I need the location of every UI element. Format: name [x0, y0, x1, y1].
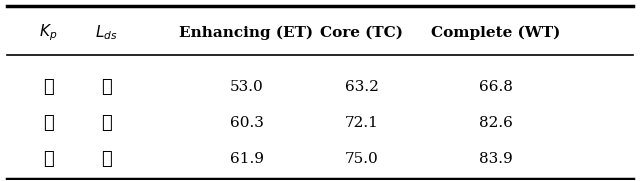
Text: Complete (WT): Complete (WT)	[431, 26, 560, 40]
Text: 53.0: 53.0	[230, 80, 264, 94]
Text: 61.9: 61.9	[230, 152, 264, 166]
Text: $L_{ds}$: $L_{ds}$	[95, 24, 117, 42]
Text: 66.8: 66.8	[479, 80, 513, 94]
Text: ✓: ✓	[44, 150, 54, 168]
Text: ✗: ✗	[100, 114, 111, 132]
Text: $K_p$: $K_p$	[40, 23, 58, 43]
Text: ✗: ✗	[100, 78, 111, 96]
Text: 72.1: 72.1	[344, 116, 378, 130]
Text: ✗: ✗	[44, 78, 54, 96]
Text: ✓: ✓	[44, 114, 54, 132]
Text: 75.0: 75.0	[344, 152, 378, 166]
Text: Enhancing (ET): Enhancing (ET)	[179, 26, 314, 40]
Text: 60.3: 60.3	[230, 116, 264, 130]
Text: ✓: ✓	[100, 150, 111, 168]
Text: 82.6: 82.6	[479, 116, 513, 130]
Text: Core (TC): Core (TC)	[320, 26, 403, 40]
Text: 83.9: 83.9	[479, 152, 513, 166]
Text: 63.2: 63.2	[344, 80, 378, 94]
